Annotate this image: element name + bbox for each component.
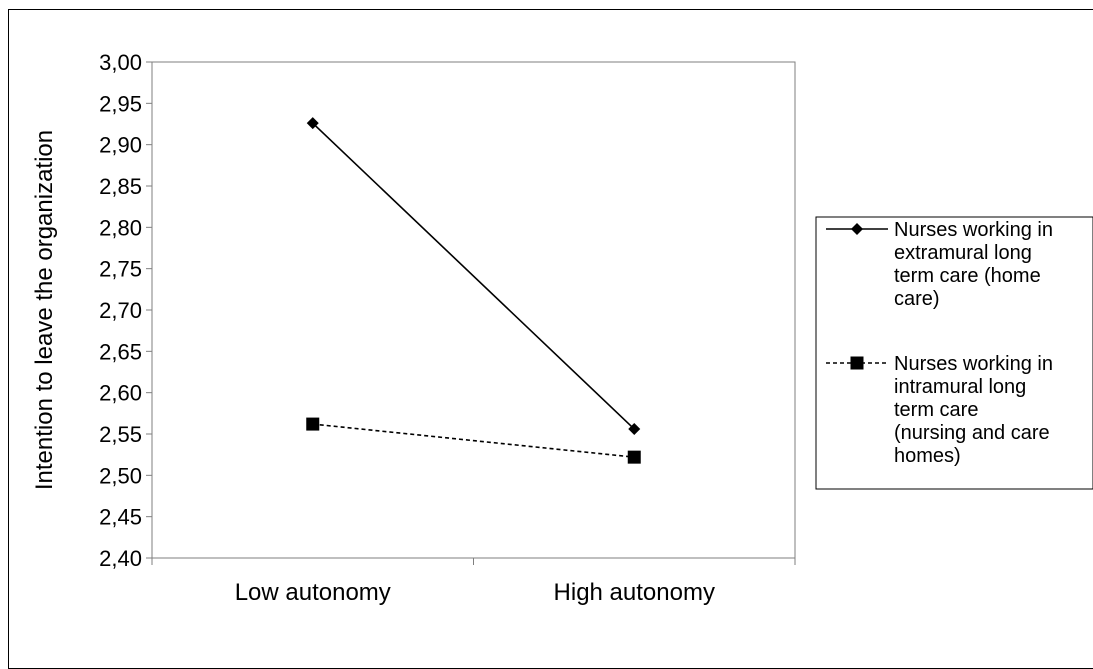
series-layer xyxy=(306,117,641,464)
y-tick-label: 2,40 xyxy=(99,546,142,571)
data-point-diamond xyxy=(628,423,641,436)
series-2 xyxy=(306,417,641,464)
legend-marker-diamond xyxy=(851,223,863,235)
y-tick-label: 2,50 xyxy=(99,463,142,488)
x-tick-label: Low autonomy xyxy=(235,579,391,606)
y-tick-label: 2,95 xyxy=(99,91,142,116)
y-tick-label: 2,70 xyxy=(99,298,142,323)
legend-label-line: intramural long xyxy=(894,376,1026,398)
data-point-diamond xyxy=(306,117,319,130)
legend-box xyxy=(815,216,1093,490)
legend-label: Nurses working in extramural long term car… xyxy=(894,219,1053,310)
y-tick-label: 3,00 xyxy=(99,50,142,75)
y-tick-label: 2,90 xyxy=(99,133,142,158)
plot-area xyxy=(151,61,796,559)
legend-label-line: (nursing and care xyxy=(894,422,1050,444)
legend-label-line: Nurses working in xyxy=(894,353,1053,375)
y-tick-label: 2,65 xyxy=(99,339,142,364)
x-axis: Low autonomy High autonomy xyxy=(151,558,796,606)
legend-label-line: homes) xyxy=(894,445,961,467)
legend-entry-1: Nurses working in extramural long term car… xyxy=(826,219,1053,310)
legend-label-line: Nurses working in xyxy=(894,219,1053,241)
legend: Nurses working in extramural long term car… xyxy=(815,216,1093,490)
series-1 xyxy=(306,117,641,436)
legend-label: Nurses working in intramural long term car… xyxy=(894,353,1053,467)
legend-entry-2: Nurses working in intramural long term car… xyxy=(826,353,1053,467)
x-tick-label: High autonomy xyxy=(554,579,715,606)
legend-label-line: extramural long xyxy=(894,242,1032,264)
y-axis: 2,40 2,45 2,50 2,55 2,60 2,65 2,70 2,75 2,80 2,85… xyxy=(99,50,152,571)
series-line xyxy=(312,423,635,458)
y-tick-label: 2,85 xyxy=(99,174,142,199)
legend-label-line: term care (home xyxy=(894,265,1041,287)
line-chart: 2,40 2,45 2,50 2,55 2,60 2,65 2,70 2,75 2,80 2,85… xyxy=(31,50,1093,606)
y-tick-label: 2,45 xyxy=(99,505,142,530)
series-line xyxy=(312,122,635,430)
y-tick-label: 2,80 xyxy=(99,215,142,240)
y-axis-title: Intention to leave the organization xyxy=(31,130,58,490)
y-tick-label: 2,60 xyxy=(99,381,142,406)
legend-label-line: care) xyxy=(894,288,940,310)
legend-label-line: term care xyxy=(894,399,978,421)
legend-marker-square xyxy=(850,356,864,370)
data-point-square xyxy=(627,450,641,464)
y-tick-label: 2,75 xyxy=(99,257,142,282)
y-tick-label: 2,55 xyxy=(99,422,142,447)
data-point-square xyxy=(306,417,320,431)
